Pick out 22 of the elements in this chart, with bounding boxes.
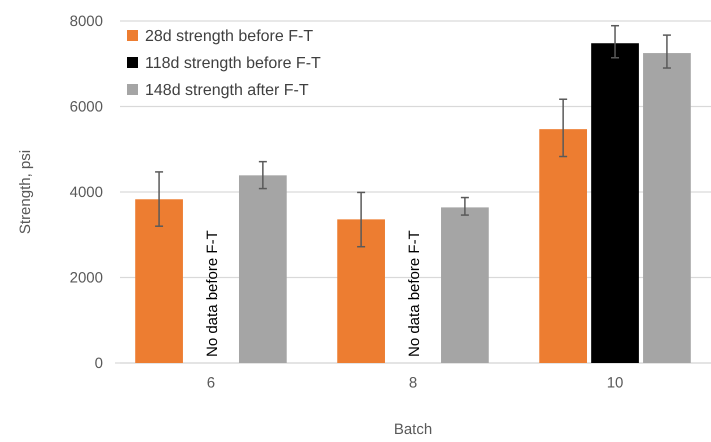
x-tick-label: 10 bbox=[606, 374, 624, 392]
y-tick-label: 6000 bbox=[70, 98, 103, 116]
y-tick-label: 0 bbox=[94, 354, 103, 372]
y-tick-label: 2000 bbox=[70, 269, 103, 286]
legend-label: 28d strength before F-T bbox=[145, 28, 314, 45]
legend-label: 148d strength after F-T bbox=[145, 82, 309, 99]
y-tick-label: 4000 bbox=[70, 184, 103, 201]
bar bbox=[238, 175, 287, 363]
annotation: No data before F-T bbox=[406, 230, 423, 357]
x-tick-label: 8 bbox=[408, 374, 418, 392]
legend-label: 118d strength before F-T bbox=[145, 55, 322, 72]
bar bbox=[337, 219, 385, 363]
bar bbox=[643, 53, 691, 363]
bar bbox=[539, 129, 588, 363]
bar bbox=[591, 43, 639, 363]
y-axis-title: Strength, psi bbox=[17, 150, 34, 234]
annotation: No data before F-T bbox=[204, 230, 221, 357]
x-axis-title: Batch bbox=[394, 421, 432, 438]
bar bbox=[135, 199, 183, 363]
x-tick-label: 6 bbox=[206, 374, 216, 392]
y-tick-label: 8000 bbox=[70, 12, 103, 30]
bar bbox=[441, 207, 489, 363]
